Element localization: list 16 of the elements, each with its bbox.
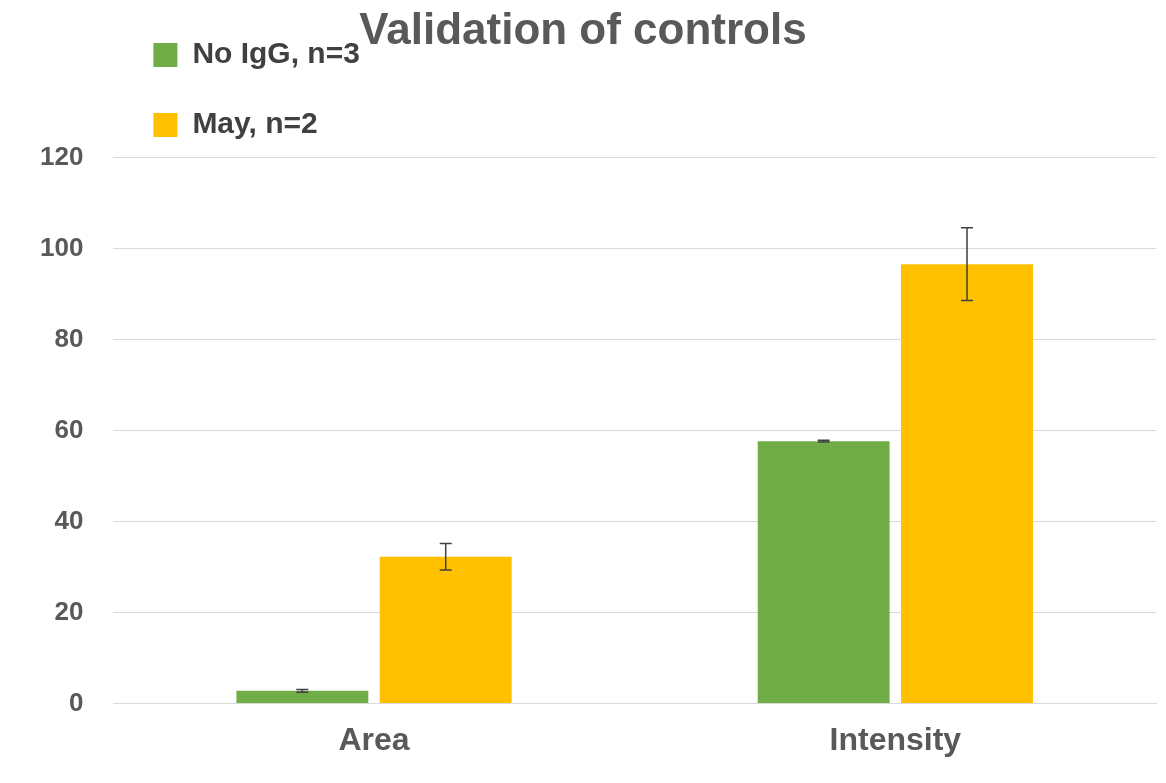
legend-label: May, n=2 <box>192 106 318 140</box>
y-tick-label: 40 <box>54 504 84 535</box>
bar <box>757 441 890 704</box>
x-tick-label: Area <box>338 720 410 757</box>
y-tick-label: 80 <box>54 322 84 353</box>
x-tick-label: Intensity <box>829 720 962 757</box>
y-tick-label: 0 <box>68 686 84 717</box>
y-tick-label: 60 <box>54 413 84 444</box>
legend-label: No IgG, n=3 <box>192 36 360 70</box>
bar <box>901 264 1033 704</box>
chart-title: Validation of controls <box>359 3 807 53</box>
bar <box>236 690 369 704</box>
y-tick-label: 20 <box>54 595 84 626</box>
bar <box>379 556 512 704</box>
y-tick-label: 120 <box>39 140 84 171</box>
y-tick-label: 100 <box>39 231 84 262</box>
